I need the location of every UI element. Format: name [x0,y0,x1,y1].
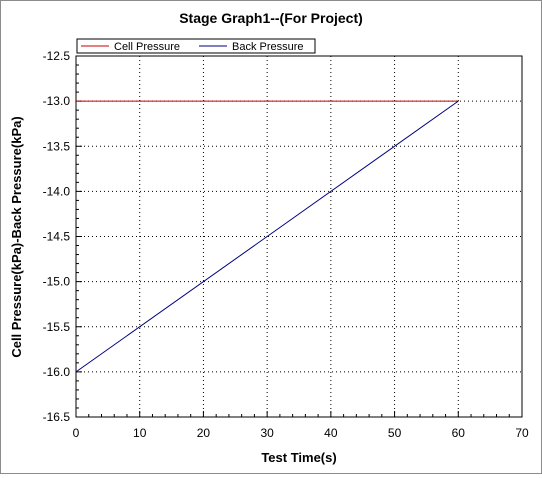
x-tick-label: 0 [73,426,80,440]
y-tick-label: -15.5 [43,320,71,334]
x-tick-label: 20 [197,426,211,440]
x-tick-label: 60 [452,426,466,440]
chart-title: Stage Graph1--(For Project) [179,10,363,26]
y-tick-label: -16.5 [43,410,71,424]
series-line-back-pressure [75,100,459,373]
y-axis-label: Cell Pressure(kPa)-Back Pressure(kPa) [9,116,24,357]
x-tick-label: 30 [260,426,274,440]
legend-label-cell-pressure: Cell Pressure [114,41,180,53]
series-lines [75,100,459,373]
legend: Cell Pressure Back Pressure [76,38,316,54]
x-tick-label: 70 [515,426,529,440]
axis-ticks: 0 10 20 30 40 50 60 70 -12.5 -13.0 -13.5 -14.0 -14.5… [43,49,529,440]
y-tick-label: -13.0 [43,94,71,108]
x-tick-label: 40 [324,426,338,440]
legend-label-back-pressure: Back Pressure [232,41,304,53]
legend-box [76,38,316,54]
y-tick-label: -16.0 [43,365,71,379]
y-tick-label: -14.5 [43,230,71,244]
x-tick-label: 10 [133,426,147,440]
plot-area [75,55,523,418]
y-tick-label: -15.0 [43,275,71,289]
y-tick-label: -14.0 [43,184,71,198]
y-tick-label: -12.5 [43,49,71,63]
x-axis-label: Test Time(s) [261,450,336,465]
y-tick-label: -13.5 [43,139,71,153]
x-tick-label: 50 [388,426,402,440]
grid [76,56,522,417]
